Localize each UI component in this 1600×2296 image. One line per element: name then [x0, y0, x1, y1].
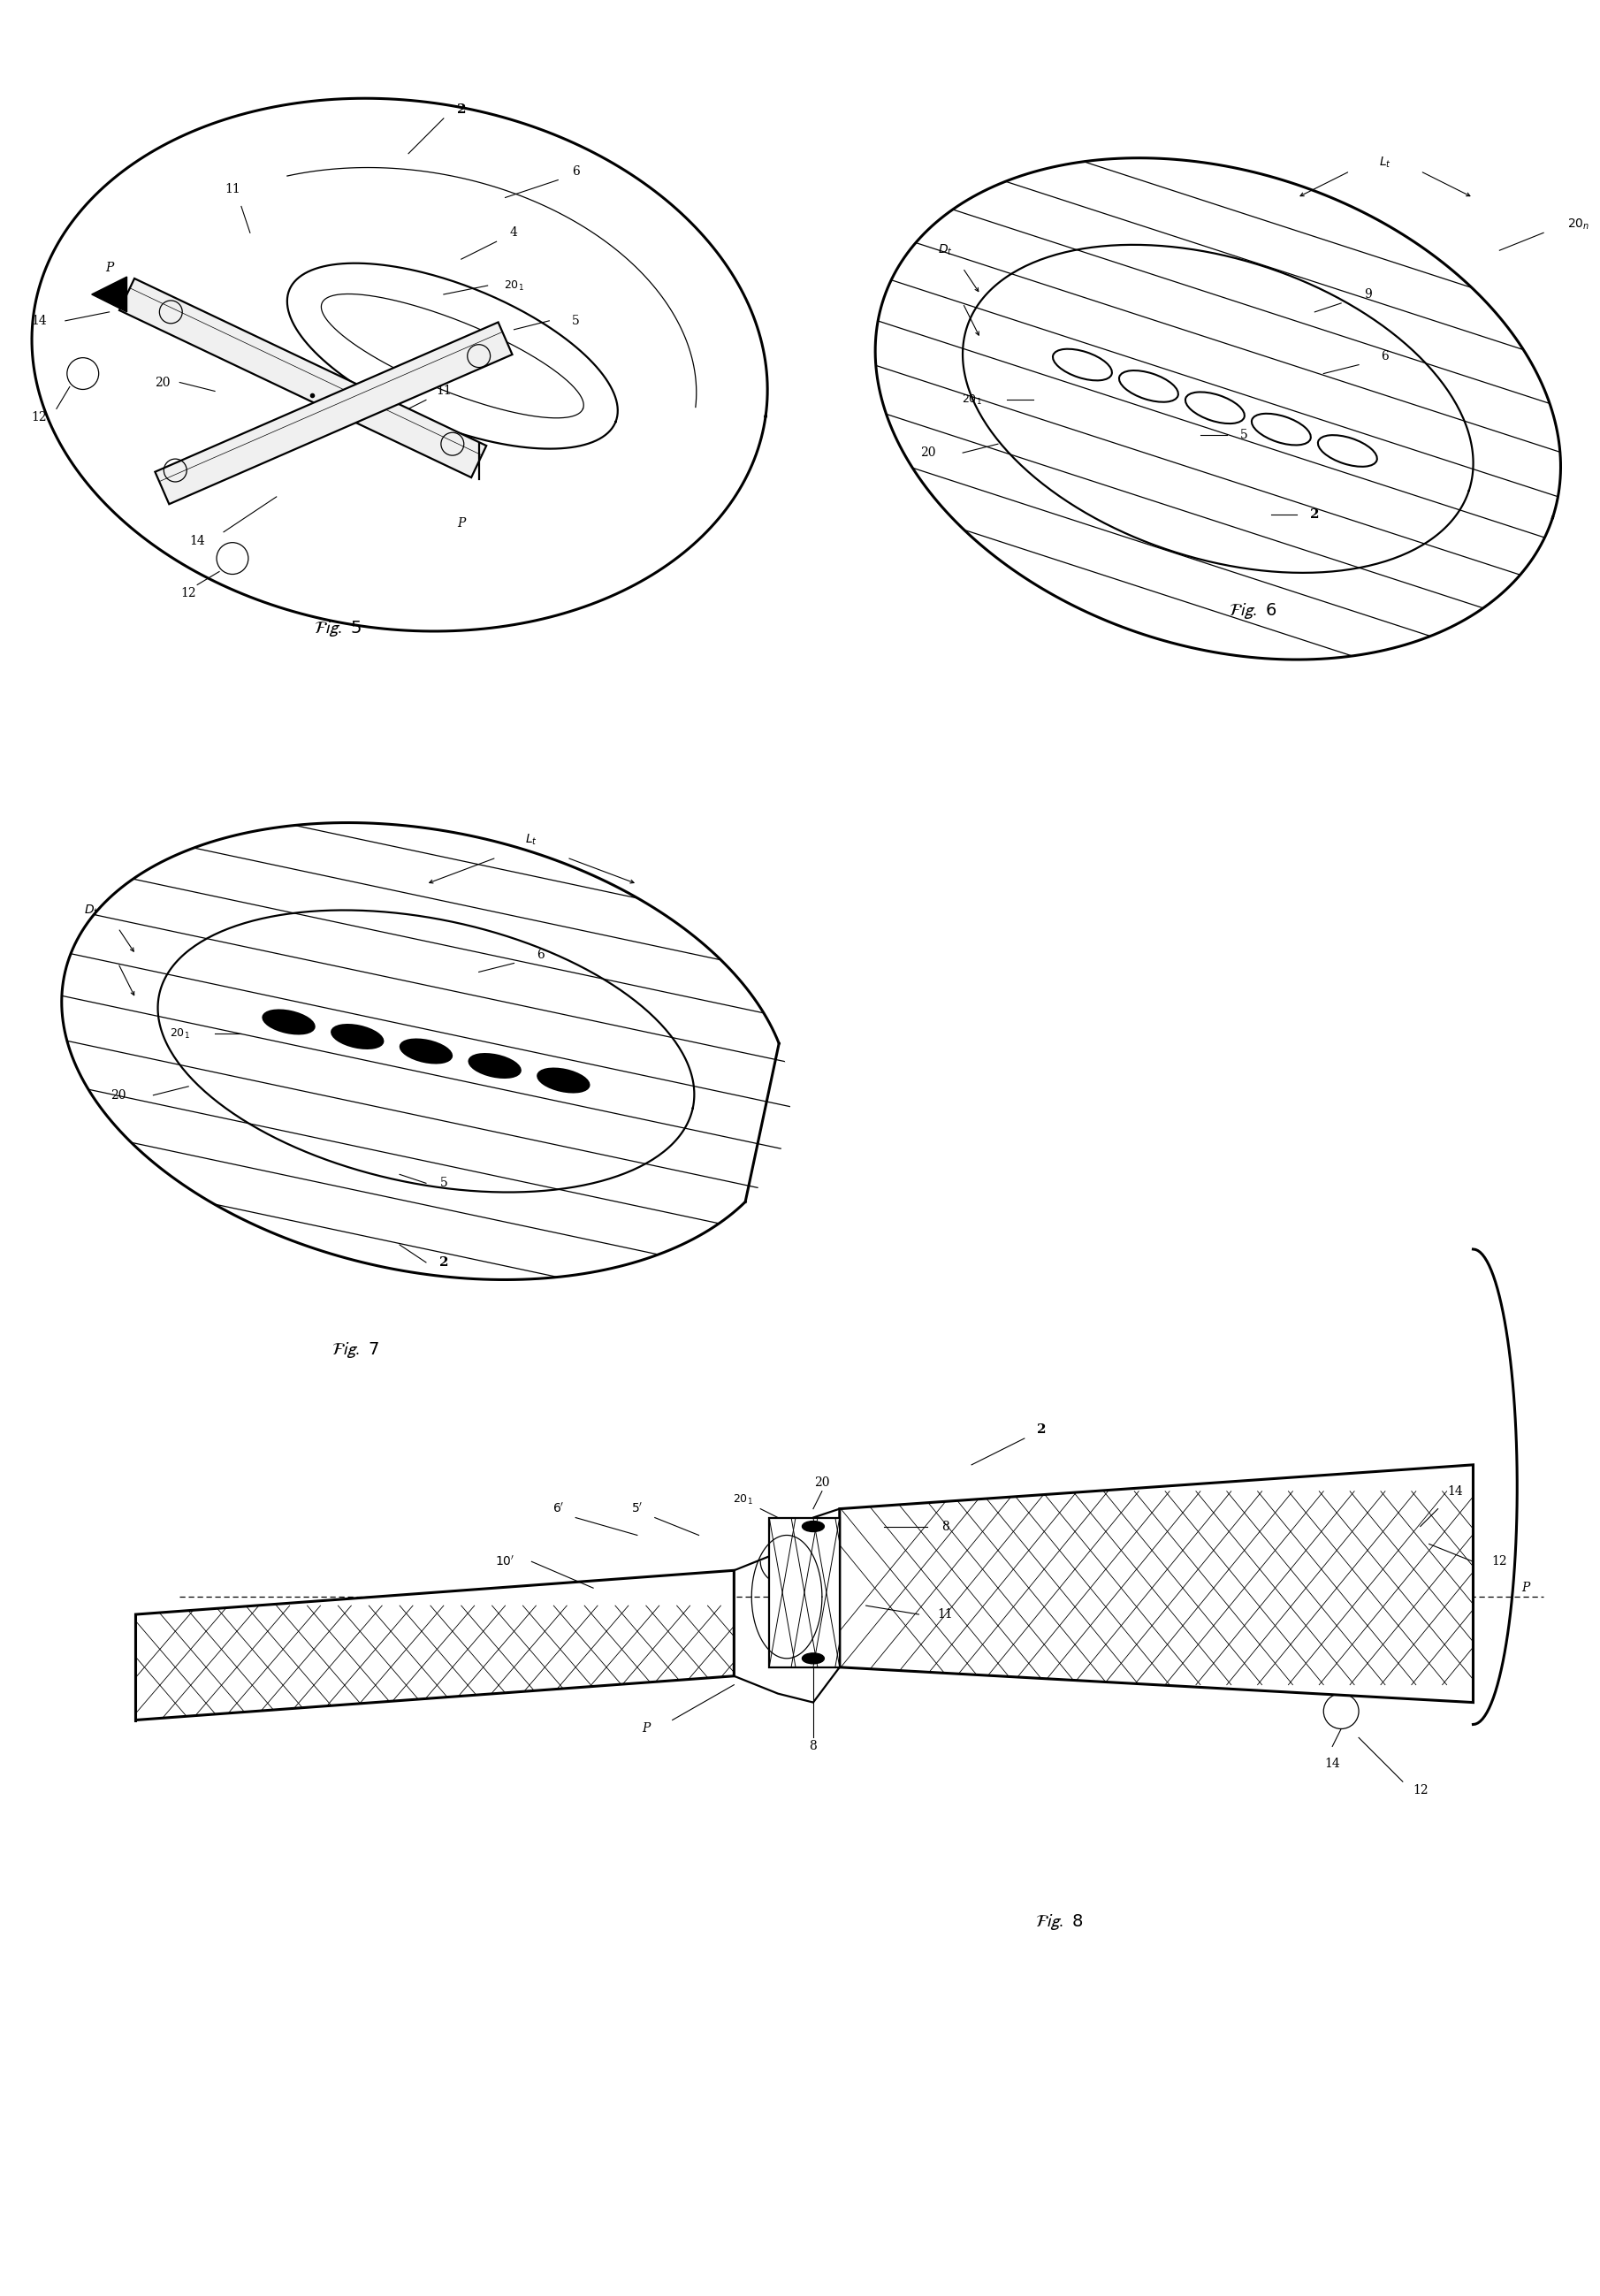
Text: P: P: [642, 1722, 650, 1736]
Text: 11: 11: [224, 184, 240, 195]
Text: 2: 2: [456, 103, 466, 115]
Text: 14: 14: [1325, 1759, 1341, 1770]
Text: 11: 11: [938, 1607, 954, 1621]
Text: P: P: [106, 262, 114, 273]
Text: 14: 14: [1448, 1486, 1464, 1497]
Text: 6: 6: [571, 165, 579, 177]
Text: 20: 20: [920, 448, 936, 459]
Ellipse shape: [469, 1054, 520, 1077]
Text: 12: 12: [181, 588, 197, 599]
Ellipse shape: [1318, 436, 1378, 466]
Polygon shape: [155, 321, 512, 505]
Ellipse shape: [802, 1522, 824, 1531]
Text: $6'$: $6'$: [552, 1502, 563, 1515]
Text: 6: 6: [1381, 349, 1389, 363]
Text: 20: 20: [814, 1476, 830, 1488]
Text: $\mathcal{Fig.}\ 8$: $\mathcal{Fig.}\ 8$: [1035, 1913, 1083, 1933]
Ellipse shape: [262, 1010, 315, 1033]
Text: $20_n$: $20_n$: [1568, 216, 1590, 232]
Text: $\mathcal{Fig.}\ 5$: $\mathcal{Fig.}\ 5$: [314, 620, 362, 638]
Text: 5: 5: [1240, 429, 1248, 441]
Ellipse shape: [802, 1653, 824, 1665]
Ellipse shape: [1251, 413, 1310, 445]
Text: 11: 11: [435, 386, 451, 397]
Polygon shape: [120, 278, 486, 478]
Text: 9: 9: [1363, 289, 1371, 301]
Text: 2: 2: [1310, 507, 1320, 521]
Text: 6: 6: [536, 948, 544, 960]
Text: $20_1$: $20_1$: [504, 278, 525, 292]
Ellipse shape: [1118, 370, 1178, 402]
Text: 20: 20: [110, 1088, 126, 1102]
Text: 8: 8: [941, 1520, 949, 1534]
Text: 12: 12: [1491, 1554, 1507, 1568]
Text: $20_1$: $20_1$: [733, 1492, 754, 1506]
Text: $\mathcal{Fig.}\ 6$: $\mathcal{Fig.}\ 6$: [1229, 602, 1277, 620]
Text: 2: 2: [438, 1256, 448, 1270]
Text: 5: 5: [571, 315, 579, 326]
Text: 4: 4: [510, 227, 518, 239]
Polygon shape: [840, 1465, 1474, 1701]
Text: $\mathcal{Fig.}\ 7$: $\mathcal{Fig.}\ 7$: [331, 1341, 379, 1359]
Text: $10'$: $10'$: [496, 1554, 515, 1568]
Text: 2: 2: [1037, 1424, 1046, 1435]
Text: 14: 14: [189, 535, 205, 546]
Ellipse shape: [400, 1040, 451, 1063]
Text: P: P: [458, 517, 466, 530]
Text: 5: 5: [440, 1178, 448, 1189]
Text: 12: 12: [30, 411, 46, 425]
Text: 14: 14: [30, 315, 46, 326]
Text: $D_t$: $D_t$: [85, 902, 99, 918]
Text: 12: 12: [1413, 1784, 1429, 1795]
Text: $20_1$: $20_1$: [170, 1026, 190, 1040]
Ellipse shape: [331, 1024, 384, 1049]
Text: P: P: [1522, 1582, 1530, 1593]
Polygon shape: [91, 278, 126, 312]
Ellipse shape: [538, 1068, 589, 1093]
Text: $D_t$: $D_t$: [938, 243, 952, 257]
Ellipse shape: [1053, 349, 1112, 381]
Text: $5'$: $5'$: [632, 1502, 643, 1515]
Ellipse shape: [1186, 393, 1245, 422]
Text: $L_t$: $L_t$: [1379, 156, 1392, 170]
Text: $20_1$: $20_1$: [962, 393, 982, 406]
Text: $L_t$: $L_t$: [525, 833, 538, 847]
Text: 8: 8: [810, 1740, 818, 1752]
Polygon shape: [770, 1518, 840, 1667]
Text: 20: 20: [154, 377, 170, 388]
Polygon shape: [136, 1570, 734, 1720]
